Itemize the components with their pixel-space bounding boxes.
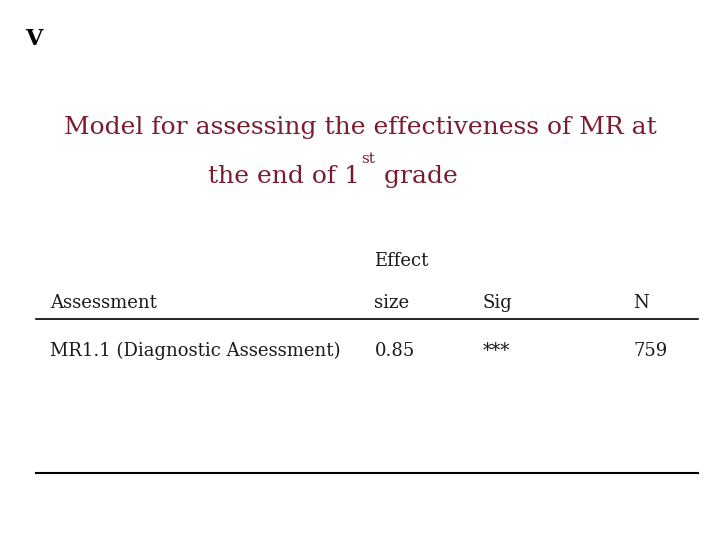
Text: the end of 1: the end of 1: [208, 165, 360, 188]
Text: Effect: Effect: [374, 252, 429, 270]
Text: VANDERBILT: VANDERBILT: [94, 19, 175, 32]
Text: Sig: Sig: [482, 294, 512, 312]
Text: MR1.1 (Diagnostic Assessment): MR1.1 (Diagnostic Assessment): [50, 342, 341, 360]
Text: 0.85: 0.85: [374, 342, 415, 360]
Text: N: N: [634, 294, 649, 312]
Text: Assessment: Assessment: [50, 294, 157, 312]
Text: College of Education &: College of Education &: [580, 21, 698, 31]
Text: Model for assessing the effectiveness of MR at: Model for assessing the effectiveness of…: [63, 116, 657, 139]
Text: 759: 759: [634, 342, 668, 360]
Text: PEABODY COLLEGE: PEABODY COLLEGE: [94, 45, 188, 56]
Text: size: size: [374, 294, 410, 312]
Text: grade: grade: [376, 165, 458, 188]
Text: st: st: [361, 152, 375, 166]
Text: Human Development: Human Development: [588, 45, 698, 56]
Text: ***: ***: [482, 342, 510, 360]
Text: V: V: [25, 28, 42, 50]
